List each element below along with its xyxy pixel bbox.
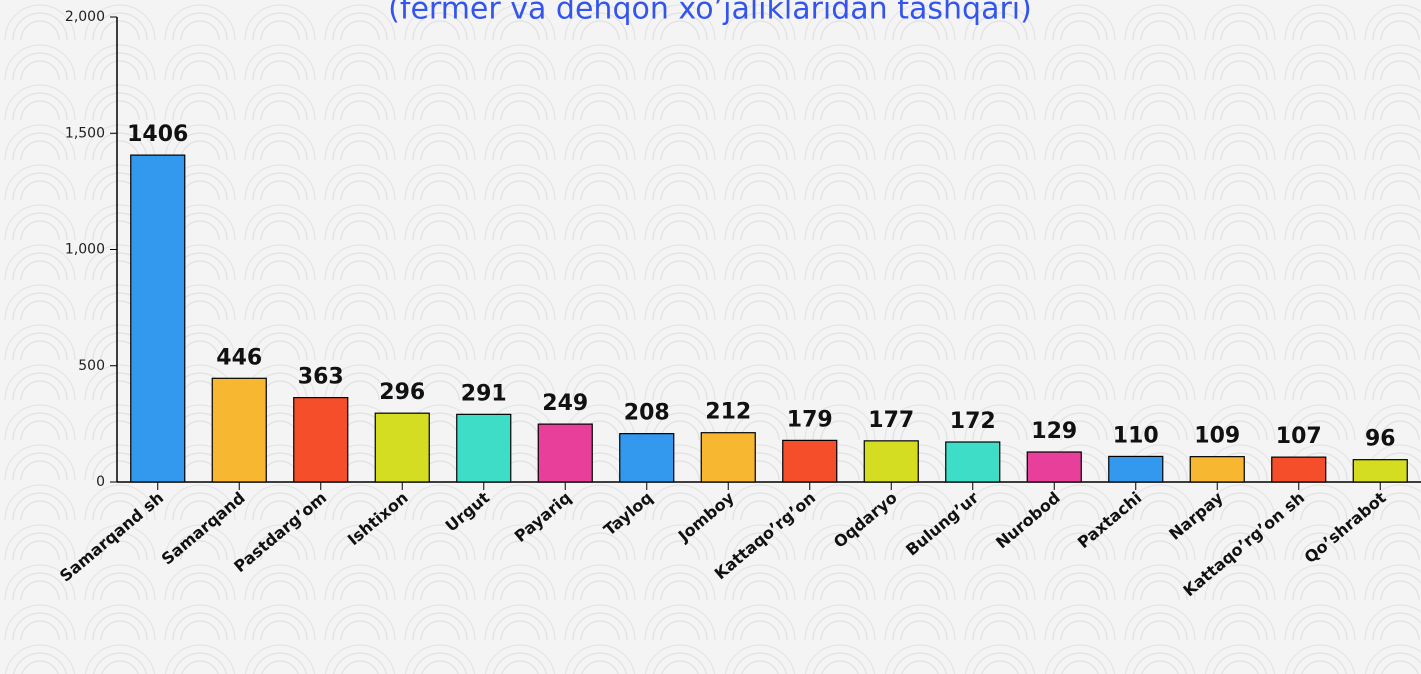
value-label: 179: [787, 407, 833, 432]
x-tick-label: Samarqand sh: [56, 488, 167, 586]
value-label: 291: [461, 381, 507, 406]
bar: [1189, 456, 1245, 483]
value-label: 249: [542, 391, 588, 416]
value-label: 109: [1194, 424, 1240, 449]
x-tick-label: Oqdaryo: [830, 488, 901, 552]
value-label: 296: [379, 380, 425, 405]
bar: [1108, 455, 1164, 483]
bar: [1271, 456, 1327, 483]
value-label: 208: [624, 401, 670, 426]
x-tick-label: Payariq: [511, 488, 575, 546]
x-tick-label: Qo’shrabot: [1301, 488, 1390, 567]
bar: [619, 433, 675, 483]
x-tick-label: Nurobod: [992, 488, 1064, 552]
value-label: 96: [1365, 427, 1396, 452]
x-tick-label: Paxtachi: [1074, 488, 1145, 552]
value-label: 363: [298, 365, 344, 390]
chart-title: (fermer va dehqon xo’jaliklaridan tashqa…: [388, 0, 1032, 27]
value-label: 107: [1276, 424, 1322, 449]
bar: [456, 413, 512, 483]
bar: [863, 440, 919, 483]
y-tick-label: 1,500: [65, 125, 105, 141]
value-label: 212: [705, 400, 751, 425]
bar: [537, 423, 593, 483]
x-tick-label: Tayloq: [600, 488, 656, 540]
bar: [1026, 451, 1082, 483]
bar: [782, 439, 838, 483]
value-label: 1406: [127, 122, 188, 147]
bar: [374, 412, 430, 483]
y-tick-label: 2,000: [65, 9, 105, 25]
x-tick-label: Ishtixon: [344, 488, 412, 549]
y-tick-label: 1,000: [65, 242, 105, 258]
value-label: 177: [868, 408, 914, 433]
bar: [700, 432, 756, 483]
x-tick-label: Jomboy: [674, 488, 738, 546]
value-label: 110: [1113, 423, 1159, 448]
bar: [130, 154, 186, 483]
bar: [945, 441, 1001, 483]
bar: [1352, 459, 1408, 483]
y-tick-label: 500: [78, 358, 105, 374]
x-tick-label: Urgut: [442, 488, 494, 536]
y-tick-label: 0: [96, 474, 105, 490]
x-tick-label: Narpay: [1165, 488, 1227, 544]
value-label: 172: [950, 409, 996, 434]
value-label: 446: [216, 345, 262, 370]
value-label: 129: [1031, 419, 1077, 444]
bar: [293, 397, 349, 483]
bar: [211, 377, 267, 483]
x-tick-label: Bulung’ur: [902, 488, 982, 560]
